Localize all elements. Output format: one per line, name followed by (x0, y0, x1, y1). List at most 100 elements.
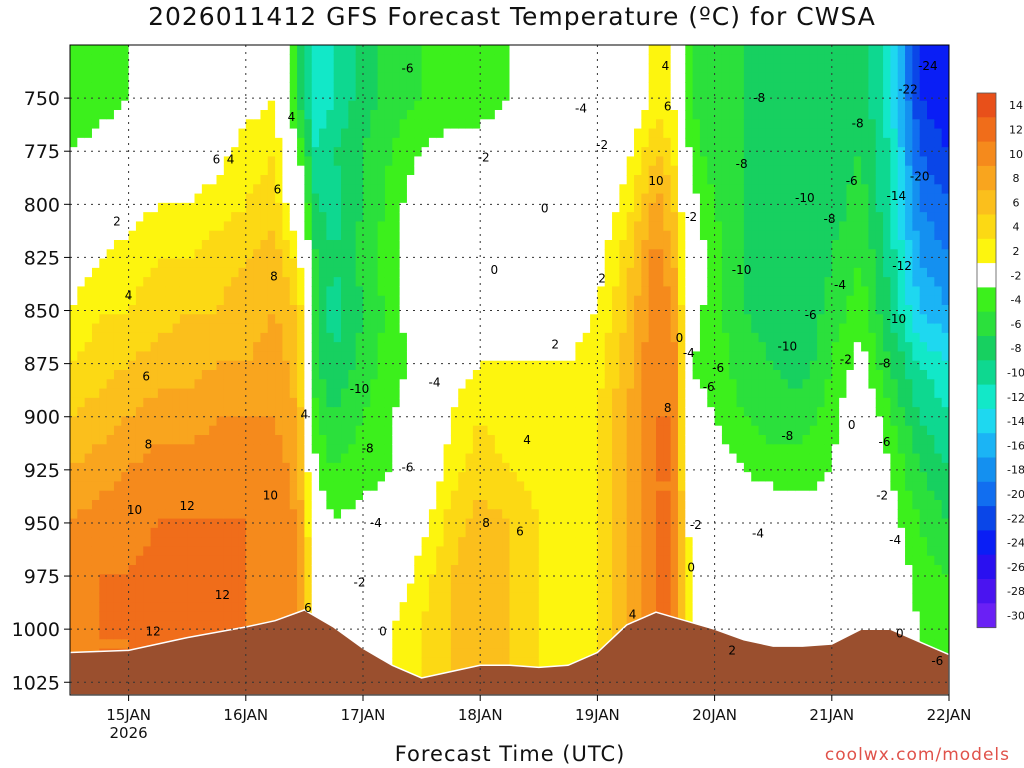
temp-cell (113, 388, 122, 399)
temp-cell (590, 193, 598, 204)
temp-cell (179, 286, 188, 297)
temp-cell (348, 221, 357, 232)
temp-cell (113, 119, 122, 130)
temp-cell (348, 611, 357, 622)
temp-cell (209, 370, 218, 380)
temp-cell (406, 351, 415, 362)
temp-cell (216, 128, 225, 139)
temp-cell (341, 332, 349, 343)
temp-cell (399, 620, 408, 631)
credit-link[interactable]: coolwx.com/models (824, 745, 1010, 765)
temp-cell (297, 518, 305, 529)
temp-cell (172, 230, 181, 241)
temp-cell (472, 444, 481, 455)
temp-cell (341, 72, 349, 83)
temp-cell (421, 574, 430, 585)
temp-cell (546, 639, 555, 650)
temp-cell (84, 193, 93, 204)
temp-cell (458, 546, 467, 557)
temp-cell (546, 175, 555, 185)
temp-cell (99, 639, 108, 650)
temp-cell (590, 258, 598, 269)
temp-cell (363, 332, 371, 343)
temp-cell (201, 91, 210, 102)
temp-cell (172, 527, 181, 538)
temp-cell (289, 416, 298, 427)
temp-cell (201, 453, 210, 464)
temp-cell (260, 128, 269, 139)
temp-cell (509, 370, 518, 380)
temp-cell (209, 462, 218, 473)
temp-cell (560, 119, 569, 130)
temp-cell (77, 490, 86, 501)
temp-cell (568, 602, 577, 613)
temp-cell (260, 518, 269, 529)
temp-cell (209, 119, 218, 130)
temp-cell (480, 500, 489, 510)
temp-cell (333, 416, 342, 427)
temp-cell (304, 212, 313, 223)
temp-cell (553, 527, 562, 538)
temp-cell (436, 425, 445, 436)
temp-cell (436, 416, 445, 427)
temp-cell (370, 565, 379, 575)
temp-cell (480, 481, 489, 492)
temp-cell (99, 425, 108, 436)
temp-cell (575, 565, 584, 575)
temp-cell (436, 620, 445, 631)
temp-cell (194, 444, 203, 455)
temp-cell (70, 91, 78, 102)
temp-cell (377, 574, 386, 585)
temp-cell (311, 230, 320, 241)
temp-cell (216, 119, 225, 130)
temp-cell (253, 462, 262, 473)
temp-cell (560, 184, 569, 195)
temp-cell (524, 332, 533, 343)
temp-cell (201, 370, 210, 380)
temp-cell (487, 45, 496, 55)
temp-cell (275, 72, 284, 83)
temp-cell (282, 435, 291, 445)
temp-cell (377, 490, 386, 501)
temp-cell (70, 175, 78, 185)
temp-cell (355, 462, 364, 473)
temp-cell (187, 147, 196, 158)
temp-cell (333, 397, 342, 408)
temp-cell (502, 258, 511, 269)
temp-cell (428, 509, 437, 520)
temp-cell (231, 82, 240, 93)
temp-cell (194, 388, 203, 399)
temp-cell (91, 388, 100, 399)
temp-cell (377, 397, 386, 408)
temp-cell (113, 82, 122, 93)
temp-cell (99, 444, 108, 455)
temp-cell (546, 407, 555, 418)
temp-cell (253, 416, 262, 427)
temp-cell (546, 509, 555, 520)
temp-cell (487, 490, 496, 501)
temp-cell (575, 435, 584, 445)
temp-cell (472, 500, 481, 510)
temp-cell (384, 323, 393, 334)
temp-cell (297, 592, 305, 603)
temp-cell (282, 277, 291, 288)
temp-cell (99, 230, 108, 241)
temp-cell (275, 416, 284, 427)
temp-cell (509, 119, 518, 130)
temp-cell (326, 527, 335, 538)
temp-cell (165, 110, 174, 120)
temp-cell (253, 91, 262, 102)
temp-cell (509, 82, 518, 93)
temp-cell (421, 602, 430, 613)
temp-cell (99, 314, 108, 325)
temp-cell (223, 500, 232, 510)
temp-cell (450, 267, 459, 278)
temp-cell (480, 592, 489, 603)
temp-cell (216, 82, 225, 93)
temp-cell (560, 527, 569, 538)
temp-cell (135, 444, 144, 455)
temp-cell (443, 462, 452, 473)
temp-cell (392, 249, 401, 260)
temp-cell (538, 527, 547, 538)
temp-cell (509, 212, 518, 223)
